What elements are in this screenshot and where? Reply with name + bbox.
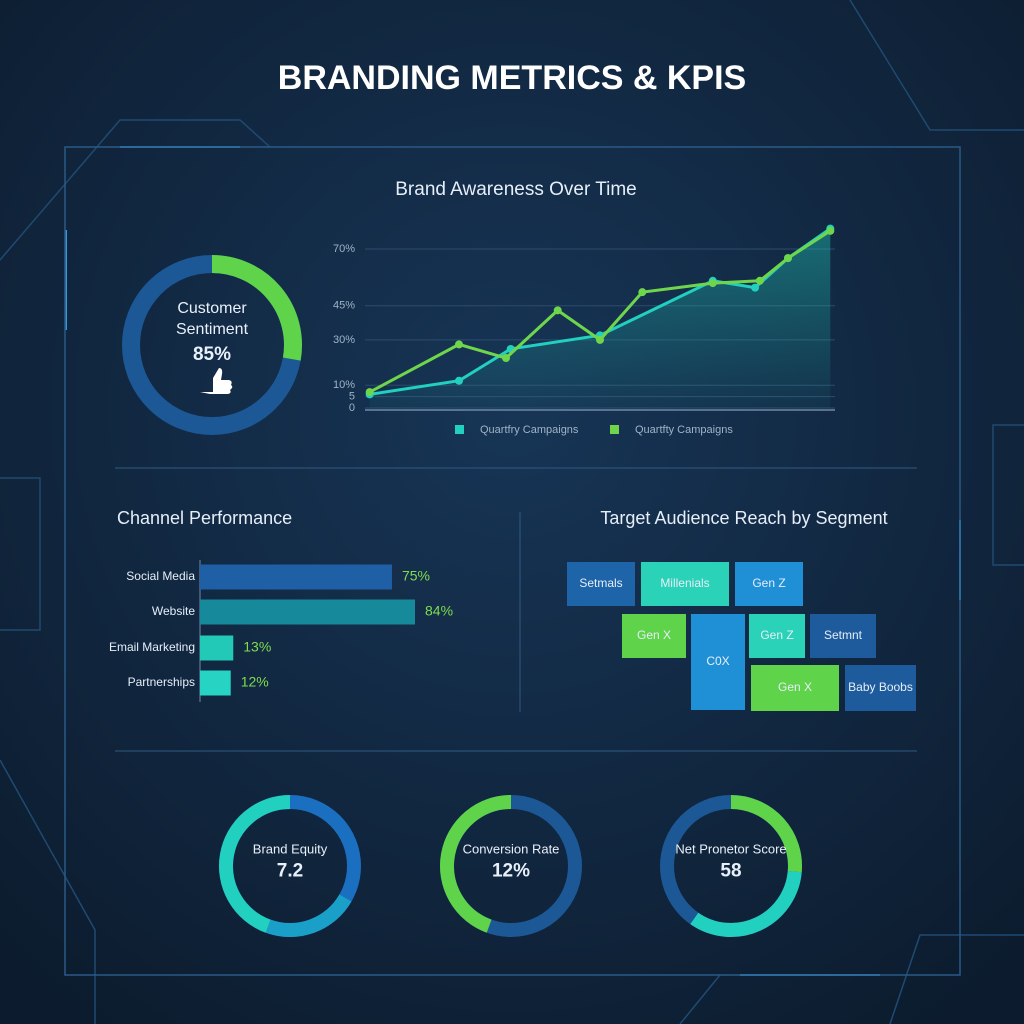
gauge: Customer Sentiment 85% — [162, 298, 262, 366]
gauge-value: 12% — [491, 860, 531, 882]
bar — [200, 564, 392, 590]
gauge-label: Brand Equity — [252, 841, 328, 857]
gauge-value: 7.2 — [276, 860, 304, 882]
segment-block — [845, 665, 916, 711]
legend-label: Quartfry Campaigns — [480, 424, 579, 436]
y-tick-label: 0 — [349, 402, 355, 414]
segment-block — [749, 614, 805, 658]
y-tick-label: 45% — [333, 300, 355, 312]
gauge: Brand Equity 7.2 — [220, 842, 360, 883]
gauge: Conversion Rate 12% — [441, 842, 581, 883]
gauge: Net Pronetor Score 58 — [656, 842, 806, 883]
y-tick-label: 5 — [349, 391, 355, 403]
panel-border — [64, 146, 961, 976]
y-tick-label: 70% — [333, 243, 355, 255]
bar — [200, 670, 231, 696]
point — [708, 279, 717, 288]
category-label: Social Media — [126, 569, 195, 583]
segment-block — [810, 614, 876, 658]
gauge-accent — [265, 894, 352, 937]
bar — [200, 635, 234, 661]
category-label: Partnerships — [128, 675, 195, 689]
thumbs-up-icon — [200, 368, 233, 394]
point — [455, 340, 463, 349]
segment-label: C0X — [706, 654, 729, 668]
gauge-value: 85% — [192, 344, 232, 365]
legend-swatch — [610, 425, 619, 434]
point — [596, 335, 604, 344]
segment-label: Millenials — [660, 576, 709, 590]
y-tick-label: 30% — [333, 334, 355, 346]
bar — [200, 599, 415, 625]
gauge-value: 58 — [720, 860, 742, 882]
gauge-accent — [440, 795, 512, 933]
point — [502, 354, 510, 363]
point — [826, 226, 835, 235]
line — [368, 229, 832, 394]
gauge-label: Net Pronetor Score — [675, 841, 787, 857]
chart-title: Target Audience Reach by Segment — [600, 508, 887, 528]
point — [638, 288, 647, 297]
segment-label: Baby Boobs — [848, 680, 913, 694]
segment-label: Gen X — [778, 680, 812, 694]
segment-label: Gen Z — [760, 628, 793, 642]
segment-label: Setmals — [579, 576, 622, 590]
gauge-label: Customer Sentiment — [175, 300, 249, 338]
chart-title: Channel Performance — [117, 508, 292, 528]
chart-title: Brand Awareness Over Time — [395, 179, 636, 200]
point — [755, 276, 764, 285]
value-label: 13% — [243, 639, 271, 655]
point — [365, 388, 374, 397]
segment-block — [567, 562, 635, 606]
segment-block — [622, 614, 686, 658]
gauge-label: Conversion Rate — [462, 841, 560, 857]
segment-block — [641, 562, 729, 606]
area — [369, 228, 831, 408]
gauge-accent — [211, 255, 302, 361]
value-label: 75% — [402, 568, 430, 584]
segment-label: Setmnt — [824, 628, 863, 642]
value-label: 84% — [425, 603, 453, 619]
value-label: 12% — [241, 674, 269, 690]
gauge-accent — [730, 795, 802, 873]
page-title: BRANDING METRICS & KPIS — [278, 59, 746, 97]
category-label: Website — [152, 604, 195, 618]
segment-label: Gen Z — [752, 576, 785, 590]
gauge-accent — [219, 795, 291, 933]
point — [455, 376, 463, 385]
segment-block — [735, 562, 803, 606]
legend-label: Quartfty Campaigns — [635, 424, 733, 436]
gauge-accent — [690, 870, 802, 937]
segment-label: Gen X — [637, 628, 671, 642]
point — [553, 306, 562, 315]
point — [784, 254, 792, 263]
segment-block — [751, 665, 839, 711]
segment-block — [691, 614, 745, 710]
legend-swatch — [455, 425, 464, 434]
category-label: Email Marketing — [109, 640, 195, 654]
point — [751, 283, 760, 292]
y-tick-label: 10% — [333, 379, 355, 391]
